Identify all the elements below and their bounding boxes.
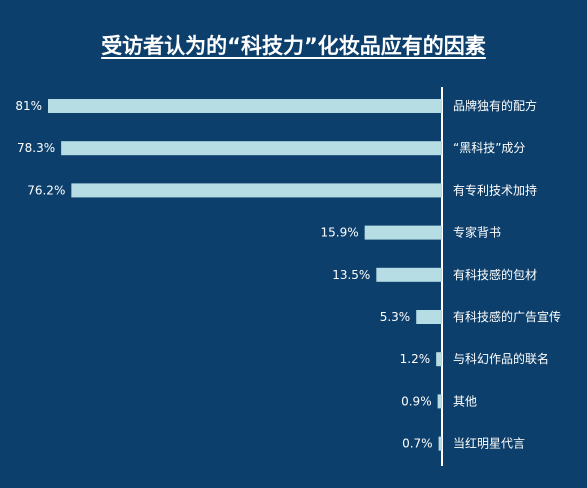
- category-label-7: 其他: [453, 394, 477, 408]
- bar-1: [61, 141, 443, 156]
- value-label-3: 15.9%: [321, 226, 359, 240]
- value-label-5: 5.3%: [380, 310, 411, 324]
- value-label-1: 78.3%: [17, 141, 55, 155]
- value-label-8: 0.7%: [402, 437, 433, 451]
- category-label-8: 当红明星代言: [453, 436, 525, 451]
- value-label-0: 81%: [15, 99, 42, 113]
- category-label-3: 专家背书: [453, 225, 501, 240]
- bar-2: [71, 183, 442, 198]
- bar-0: [48, 99, 442, 113]
- bar-7: [437, 394, 442, 409]
- bar-3: [364, 225, 442, 240]
- chart-title: 受访者认为的“科技力”化妆品应有的因素: [101, 34, 486, 58]
- bar-6: [436, 352, 442, 367]
- category-label-2: 有专利技术加持: [453, 182, 537, 197]
- value-label-2: 76.2%: [27, 183, 65, 197]
- value-label-7: 0.9%: [401, 394, 432, 408]
- category-label-0: 品牌独有的配方: [453, 98, 537, 113]
- value-label-4: 13.5%: [332, 268, 370, 282]
- category-label-6: 与科幻作品的联名: [453, 351, 549, 366]
- category-label-4: 有科技感的包材: [453, 267, 537, 282]
- category-label-1: “黑科技”成分: [453, 141, 525, 155]
- bar-4: [376, 267, 442, 282]
- value-label-6: 1.2%: [400, 352, 431, 366]
- category-label-5: 有科技感的广告宣传: [453, 309, 561, 324]
- bar-8: [438, 436, 442, 451]
- bar-5: [416, 310, 442, 324]
